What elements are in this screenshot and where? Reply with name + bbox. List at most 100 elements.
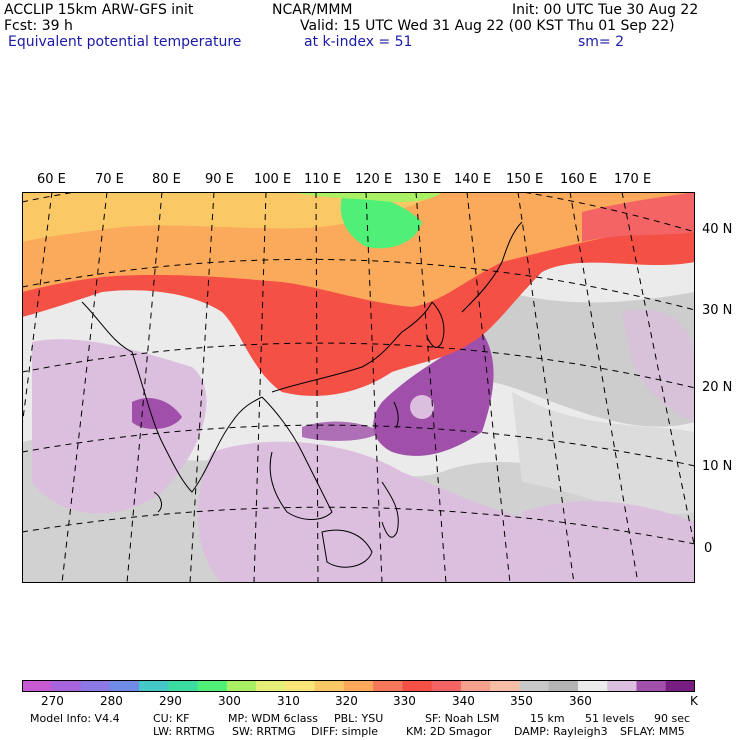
colorbar-swatch: [548, 680, 579, 692]
lon-label: 100 E: [254, 172, 292, 187]
footer-diff: DIFF: simple: [311, 725, 379, 738]
lon-label: 80 E: [152, 172, 181, 187]
colorbar-swatch: [51, 680, 82, 692]
green-region: [292, 192, 442, 202]
purple-region: [198, 441, 564, 583]
graticule: [22, 192, 695, 583]
colorbar-swatch: [22, 680, 52, 692]
coastline-philippines: [381, 481, 399, 538]
colorbar-swatch: [460, 680, 491, 692]
coastline-taiwan: [393, 401, 399, 429]
lat-label: 40 N: [702, 222, 733, 237]
lon-label: 140 E: [454, 172, 492, 187]
coastline-china: [271, 301, 433, 393]
lat-label: 30 N: [702, 303, 733, 318]
coastline-korea: [426, 301, 445, 348]
dark-purple-region: [302, 421, 382, 441]
footer-lw: LW: RRTMG: [153, 725, 215, 738]
footer-mp: MP: WDM 6class: [228, 712, 318, 725]
footer-sf: SF: Noah LSM: [425, 712, 500, 725]
purple-region: [32, 339, 207, 514]
footer-cu: CU: KF: [153, 712, 190, 725]
colorbar-tick: 310: [277, 694, 300, 708]
colorbar-swatch: [256, 680, 286, 692]
footer-resolution: 15 km: [530, 712, 565, 725]
lat-label: 20 N: [702, 380, 733, 395]
coastline-india: [81, 301, 263, 493]
colorbar-swatch: [607, 680, 637, 692]
lon-line: [569, 192, 639, 583]
forecast-hour: Fcst: 39 h: [4, 18, 73, 34]
typhoon-eye: [410, 395, 434, 419]
colorbar-tick: 270: [41, 694, 64, 708]
colorbar-tick: 350: [510, 694, 533, 708]
coastline-japan: [461, 221, 523, 313]
colorbar-unit: K: [690, 694, 698, 708]
colorbar-swatch: [314, 680, 345, 692]
footer-km: KM: 2D Smagor: [406, 725, 492, 738]
lat-label: 10 N: [702, 459, 733, 474]
footer-timestep: 90 sec: [654, 712, 691, 725]
lon-line: [621, 192, 695, 552]
footer-pbl: PBL: YSU: [334, 712, 384, 725]
colorbar-tick: 340: [452, 694, 475, 708]
coastline-indochina: [261, 396, 333, 520]
colorbar-swatch: [343, 680, 374, 692]
level-label: at k-index = 51: [304, 34, 413, 50]
colorbar-swatch: [402, 680, 433, 692]
colorbar-frame: [22, 680, 695, 692]
colorbar-swatch: [197, 680, 228, 692]
lon-label: 70 E: [95, 172, 124, 187]
colorbar-tick: 280: [100, 694, 123, 708]
footer-levels: 51 levels: [585, 712, 635, 725]
colorbar-swatch: [636, 680, 667, 692]
purple-region: [622, 309, 695, 422]
colorbar-tick: 290: [159, 694, 182, 708]
dark-purple-region: [132, 397, 182, 429]
colorbar-tick: 330: [393, 694, 416, 708]
colorbar-swatch: [577, 680, 608, 692]
grey-band: [512, 392, 695, 515]
colorbar-swatch: [168, 680, 199, 692]
smoothing-label: sm= 2: [578, 34, 625, 50]
colorbar-swatch: [519, 680, 550, 692]
colorbar-tick: 300: [218, 694, 241, 708]
theta-e-map: [22, 192, 695, 583]
model-title: ACCLIP 15km ARW-GFS init: [4, 2, 194, 18]
colorbar-swatch: [285, 680, 316, 692]
colorbar-swatch: [109, 680, 140, 692]
colorbar-swatch: [665, 680, 695, 692]
colorbar-swatch: [80, 680, 111, 692]
lon-label: 150 E: [506, 172, 544, 187]
footer-damp: DAMP: Rayleigh3: [514, 725, 608, 738]
lon-label: 120 E: [355, 172, 393, 187]
colorbar-swatch: [490, 680, 520, 692]
green-region: [340, 195, 422, 249]
map-frame: [22, 192, 695, 583]
center-label: NCAR/MMM: [272, 2, 353, 18]
footer-sflay: SFLAY: MM5: [620, 725, 685, 738]
lon-label: 90 E: [205, 172, 234, 187]
lon-label: 170 E: [614, 172, 652, 187]
typhoon-region: [373, 332, 494, 456]
colorbar-swatch: [373, 680, 403, 692]
colorbar-swatch: [139, 680, 169, 692]
salmon-region: [582, 192, 695, 242]
lon-label: 160 E: [560, 172, 598, 187]
lon-label: 130 E: [404, 172, 442, 187]
valid-time: Valid: 15 UTC Wed 31 Aug 22 (00 KST Thu …: [300, 18, 675, 34]
field-name: Equivalent potential temperature: [8, 34, 242, 50]
lon-label: 110 E: [304, 172, 342, 187]
purple-region: [522, 501, 695, 583]
colorbar-swatch: [226, 680, 257, 692]
colorbar-tick: 320: [335, 694, 358, 708]
yellow-region: [22, 192, 442, 242]
lat-label: 0: [704, 541, 713, 556]
footer-sw: SW: RRTMG: [232, 725, 296, 738]
footer-model-info: Model Info: V4.4: [30, 712, 120, 725]
colorbar: [22, 680, 695, 692]
coastlines: [81, 221, 523, 568]
coastline-borneo: [321, 529, 373, 568]
colorbar-tick: 360: [569, 694, 592, 708]
colorbar-swatch: [431, 680, 462, 692]
